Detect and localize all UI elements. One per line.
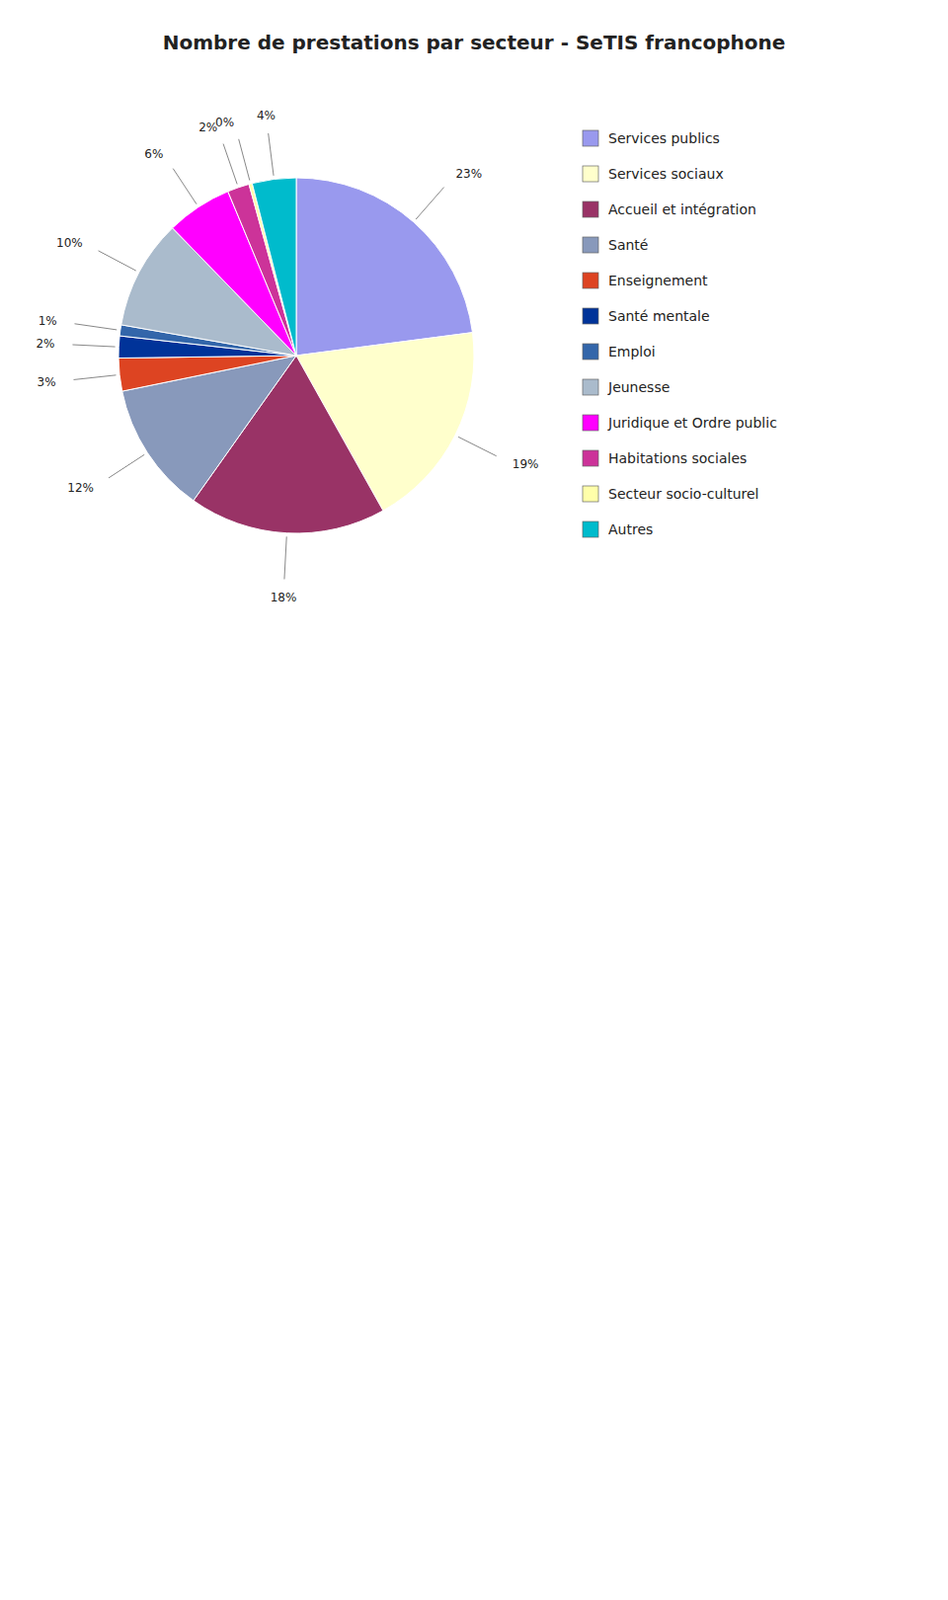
legend-label: Habitations sociales (608, 450, 747, 467)
legend-label: Services publics (608, 130, 720, 147)
legend-label: Autres (608, 521, 653, 538)
legend-entry: Accueil et intégration (582, 201, 757, 218)
legend-entry: Jeunesse (582, 379, 670, 395)
legend-label: Emploi (608, 343, 656, 360)
legend-label: Enseignement (608, 272, 709, 289)
legend-swatch (582, 272, 599, 289)
legend-swatch (582, 343, 599, 360)
data-label: 12% (67, 480, 94, 495)
leader-line (108, 454, 145, 478)
pie-slice (251, 177, 297, 356)
leader-line (238, 139, 250, 181)
pie (118, 177, 474, 534)
data-label: 18% (270, 590, 298, 605)
leader-line (268, 133, 274, 176)
legend-entry: Emploi (582, 343, 656, 360)
leader-line (74, 323, 117, 330)
leader-line (98, 250, 137, 271)
legend-entry: Services publics (582, 130, 720, 147)
legend-entry: Enseignement (582, 272, 709, 289)
data-label: 19% (512, 457, 540, 472)
legend-label: Accueil et intégration (608, 201, 757, 218)
legend-label: Santé (608, 237, 648, 253)
data-label: 1% (38, 314, 58, 328)
data-label: 2% (35, 336, 55, 351)
pie-slice (296, 177, 473, 356)
pie-slice (118, 355, 297, 392)
leader-line (415, 187, 444, 220)
legend-swatch (582, 130, 599, 147)
data-label: 0% (215, 115, 235, 130)
legend-swatch (582, 414, 599, 431)
legend-swatch (582, 450, 599, 467)
legend-label: Services sociaux (608, 165, 724, 182)
leader-line (172, 168, 197, 205)
data-label: 23% (455, 166, 482, 181)
leader-line (458, 436, 497, 456)
legend-label: Jeunesse (607, 379, 670, 395)
legend-entry: Habitations sociales (582, 450, 747, 467)
legend-entry: Juridique et Ordre public (582, 414, 778, 431)
leader-line (284, 536, 287, 579)
legend-label: Secteur socio-culturel (608, 485, 759, 502)
legend-entry: Santé mentale (582, 308, 711, 324)
data-labels: 23%19%18%12%3%2%1%10%6%2%0%4% (35, 108, 539, 604)
leader-line (72, 344, 115, 347)
leader-line (74, 375, 117, 381)
data-label: 4% (256, 108, 276, 123)
legend-swatch (582, 201, 599, 218)
legend-label: Juridique et Ordre public (607, 414, 778, 431)
legend-swatch (582, 237, 599, 253)
legend-swatch (582, 165, 599, 182)
legend-entry: Santé (582, 237, 648, 253)
data-label: 10% (56, 236, 83, 250)
chart-svg: Nombre de prestations par secteur - SeTI… (0, 0, 948, 1600)
legend-swatch (582, 379, 599, 395)
legend: Services publics Services sociaux Accueil … (582, 130, 778, 538)
legend-swatch (582, 308, 599, 324)
leader-line (223, 144, 237, 185)
data-label: 3% (37, 375, 57, 390)
legend-entry: Autres (582, 521, 653, 538)
legend-swatch (582, 521, 599, 538)
data-label: 6% (144, 147, 163, 161)
legend-swatch (582, 485, 599, 502)
legend-entry: Secteur socio-culturel (582, 485, 759, 502)
chart-title: Nombre de prestations par secteur - SeTI… (162, 30, 787, 55)
legend-label: Santé mentale (608, 308, 711, 324)
legend-entry: Services sociaux (582, 165, 724, 182)
